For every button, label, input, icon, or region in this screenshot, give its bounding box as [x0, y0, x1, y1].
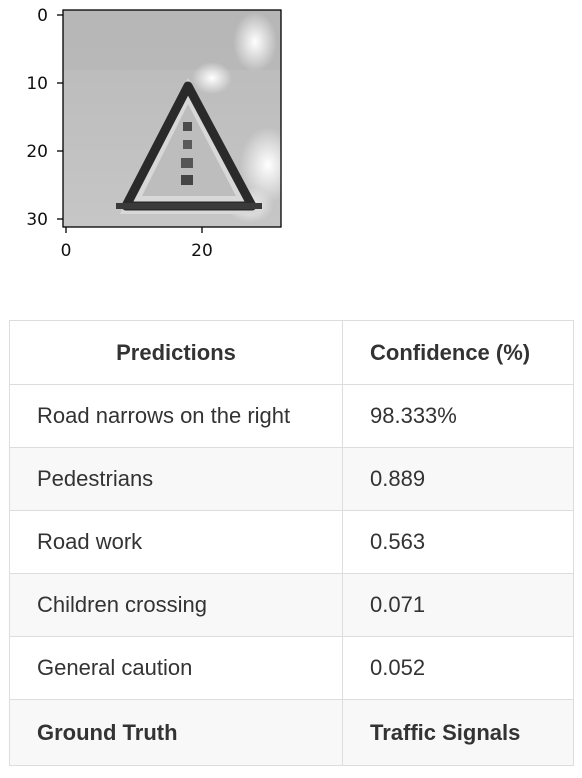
table-row: Road narrows on the right 98.333% — [9, 384, 574, 448]
prediction-label: Road work — [9, 510, 343, 574]
prediction-label: Children crossing — [9, 573, 343, 637]
sign-image-plot: 0 10 20 30 0 20 — [0, 0, 300, 270]
predictions-table: Predictions Confidence (%) Road narrows … — [9, 320, 574, 766]
x-tick-label: 20 — [191, 241, 213, 261]
prediction-confidence: 0.071 — [342, 573, 574, 637]
prediction-label: General caution — [9, 636, 343, 700]
predictions-header: Predictions — [9, 320, 343, 385]
y-axis — [57, 14, 63, 220]
table-row: Road work 0.563 — [9, 510, 574, 574]
prediction-label: Road narrows on the right — [9, 384, 343, 448]
confidence-header: Confidence (%) — [342, 320, 574, 385]
table-row: Pedestrians 0.889 — [9, 447, 574, 511]
prediction-confidence: 0.563 — [342, 510, 574, 574]
y-tick-label: 0 — [37, 6, 48, 26]
y-tick-label: 30 — [26, 210, 48, 230]
x-axis — [65, 227, 203, 233]
prediction-confidence: 98.333% — [342, 384, 574, 448]
prediction-confidence: 0.889 — [342, 447, 574, 511]
ground-truth-row: Ground Truth Traffic Signals — [9, 699, 574, 766]
ground-truth-value: Traffic Signals — [342, 699, 574, 766]
table-header-row: Predictions Confidence (%) — [9, 320, 574, 385]
sign-image — [63, 10, 281, 227]
image-axes-frame — [62, 9, 282, 228]
table-row: General caution 0.052 — [9, 636, 574, 700]
y-tick-label: 10 — [26, 74, 48, 94]
y-tick-label: 20 — [26, 142, 48, 162]
ground-truth-label: Ground Truth — [9, 699, 343, 766]
x-tick-label: 0 — [61, 241, 72, 261]
prediction-label: Pedestrians — [9, 447, 343, 511]
prediction-confidence: 0.052 — [342, 636, 574, 700]
table-row: Children crossing 0.071 — [9, 573, 574, 637]
